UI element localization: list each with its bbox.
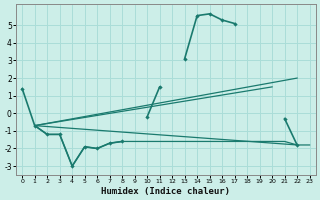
- X-axis label: Humidex (Indice chaleur): Humidex (Indice chaleur): [101, 187, 230, 196]
